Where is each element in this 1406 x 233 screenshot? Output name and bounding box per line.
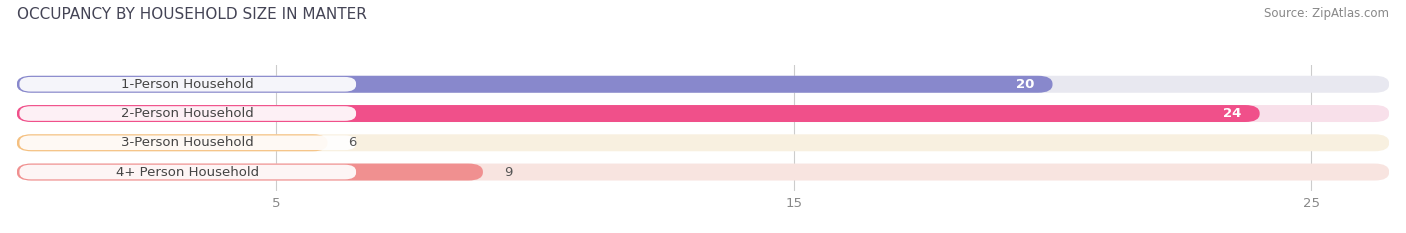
FancyBboxPatch shape <box>17 76 1389 93</box>
FancyBboxPatch shape <box>17 164 1389 181</box>
FancyBboxPatch shape <box>20 165 356 179</box>
FancyBboxPatch shape <box>17 105 1389 122</box>
FancyBboxPatch shape <box>17 105 1260 122</box>
Text: 24: 24 <box>1223 107 1241 120</box>
FancyBboxPatch shape <box>17 134 328 151</box>
Text: 20: 20 <box>1017 78 1035 91</box>
Text: OCCUPANCY BY HOUSEHOLD SIZE IN MANTER: OCCUPANCY BY HOUSEHOLD SIZE IN MANTER <box>17 7 367 22</box>
FancyBboxPatch shape <box>17 134 1389 151</box>
Text: 1-Person Household: 1-Person Household <box>121 78 254 91</box>
FancyBboxPatch shape <box>20 106 356 121</box>
Text: 3-Person Household: 3-Person Household <box>121 136 254 149</box>
Text: Source: ZipAtlas.com: Source: ZipAtlas.com <box>1264 7 1389 20</box>
Text: 2-Person Household: 2-Person Household <box>121 107 254 120</box>
Text: 4+ Person Household: 4+ Person Household <box>117 165 259 178</box>
Text: 9: 9 <box>503 165 512 178</box>
FancyBboxPatch shape <box>20 77 356 92</box>
Text: 6: 6 <box>349 136 357 149</box>
FancyBboxPatch shape <box>17 76 1053 93</box>
FancyBboxPatch shape <box>20 135 356 150</box>
FancyBboxPatch shape <box>17 164 482 181</box>
